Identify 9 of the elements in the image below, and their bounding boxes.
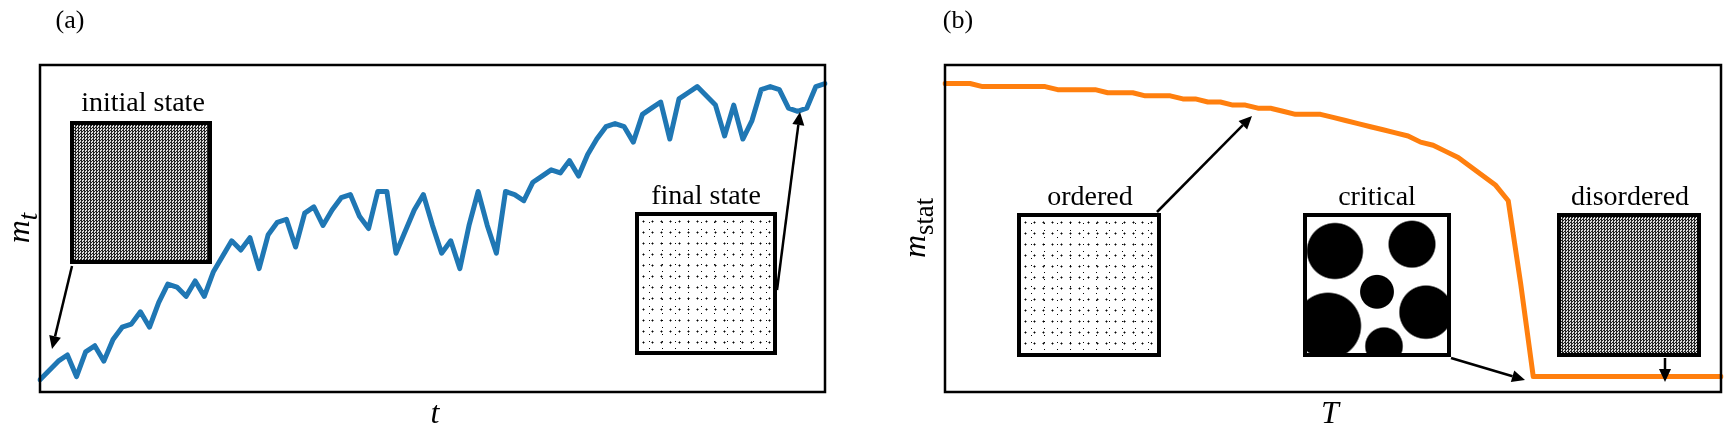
x-axis-title: T xyxy=(1321,394,1339,430)
annotation: initial state xyxy=(81,86,205,117)
annotation: final state xyxy=(651,179,761,210)
annotation: disordered xyxy=(1570,180,1690,211)
x-axis-title: t xyxy=(430,394,440,430)
chart-title: (b) xyxy=(942,5,974,34)
annotation: ordered xyxy=(1047,180,1133,211)
annotation: critical xyxy=(1338,180,1416,211)
chart-title: (a) xyxy=(55,5,85,34)
